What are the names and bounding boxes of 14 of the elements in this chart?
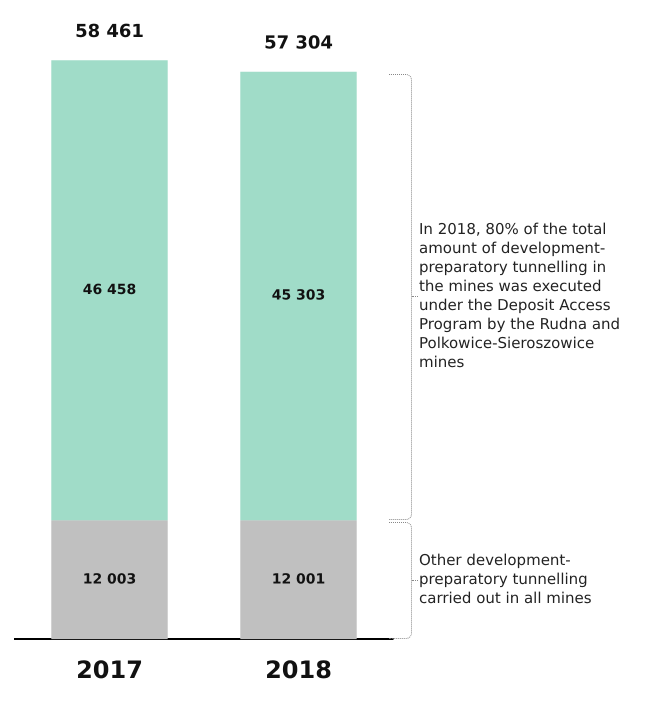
x-tick-label: 2018 <box>265 656 332 684</box>
bar <box>240 520 357 640</box>
bar <box>51 520 168 640</box>
data-label: 12 001 <box>272 571 326 588</box>
total-label: 57 304 <box>264 32 333 54</box>
total-label: 58 461 <box>75 20 144 42</box>
x-tick-label: 2017 <box>76 656 143 684</box>
data-label: 46 458 <box>82 282 136 298</box>
text: Other development-preparatory tunnelling carried out in all mines <box>419 551 593 608</box>
bar <box>51 60 168 520</box>
data-label: 12 003 <box>82 571 136 588</box>
data-label: 45 303 <box>272 288 326 304</box>
text: In 2018, 80% of the total amount of development-preparatory tunnelling in the mines was executed under the Deposit Access Program by the Rudna and Polkowice-Sieroszowice mines <box>419 220 622 372</box>
bar <box>240 72 357 520</box>
